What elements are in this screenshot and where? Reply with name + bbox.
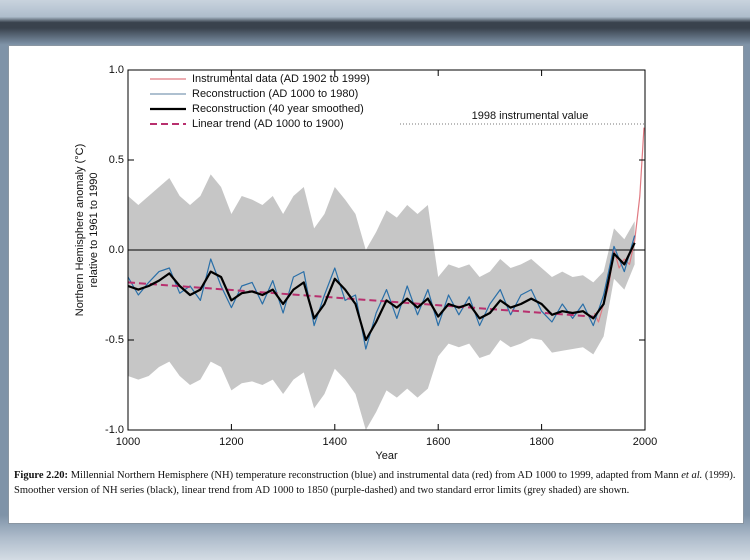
- y-tick-label: 0.5: [109, 154, 124, 166]
- y-tick-label: 0.0: [109, 244, 124, 256]
- x-tick-label: 1800: [529, 436, 553, 448]
- x-tick-label: 1200: [219, 436, 243, 448]
- x-tick-label: 2000: [633, 436, 657, 448]
- x-tick-label: 1000: [116, 436, 140, 448]
- caption: Figure 2.20: Millennial Northern Hemisph…: [14, 468, 736, 498]
- caption-text: (1999). Smoother version of NH series (b…: [14, 470, 736, 496]
- series-line: [127, 242, 636, 342]
- y-axis-label: Northern Hemisphere anomaly (°C): [74, 144, 86, 317]
- series-line: [593, 127, 645, 323]
- annotation: 1998 instrumental value: [472, 110, 589, 122]
- caption-text: Millennial Northern Hemisphere (NH) temp…: [68, 470, 682, 481]
- y-axis-label: relative to 1961 to 1990: [88, 173, 100, 288]
- legend-label: Reconstruction (AD 1000 to 1980): [192, 88, 358, 100]
- x-tick-label: 1600: [426, 436, 450, 448]
- caption-label: Figure 2.20:: [14, 470, 69, 481]
- x-tick-label: 1400: [323, 436, 347, 448]
- y-tick-label: -1.0: [105, 424, 124, 436]
- x-axis-label: Year: [375, 450, 398, 462]
- y-tick-label: 1.0: [109, 64, 124, 76]
- legend-label: Linear trend (AD 1000 to 1900): [192, 118, 344, 130]
- legend-label: Instrumental data (AD 1902 to 1999): [192, 73, 370, 85]
- series-line: [127, 281, 594, 318]
- legend-label: Reconstruction (40 year smoothed): [192, 103, 364, 115]
- caption-italic: et al.: [681, 470, 703, 481]
- y-tick-label: -0.5: [105, 334, 124, 346]
